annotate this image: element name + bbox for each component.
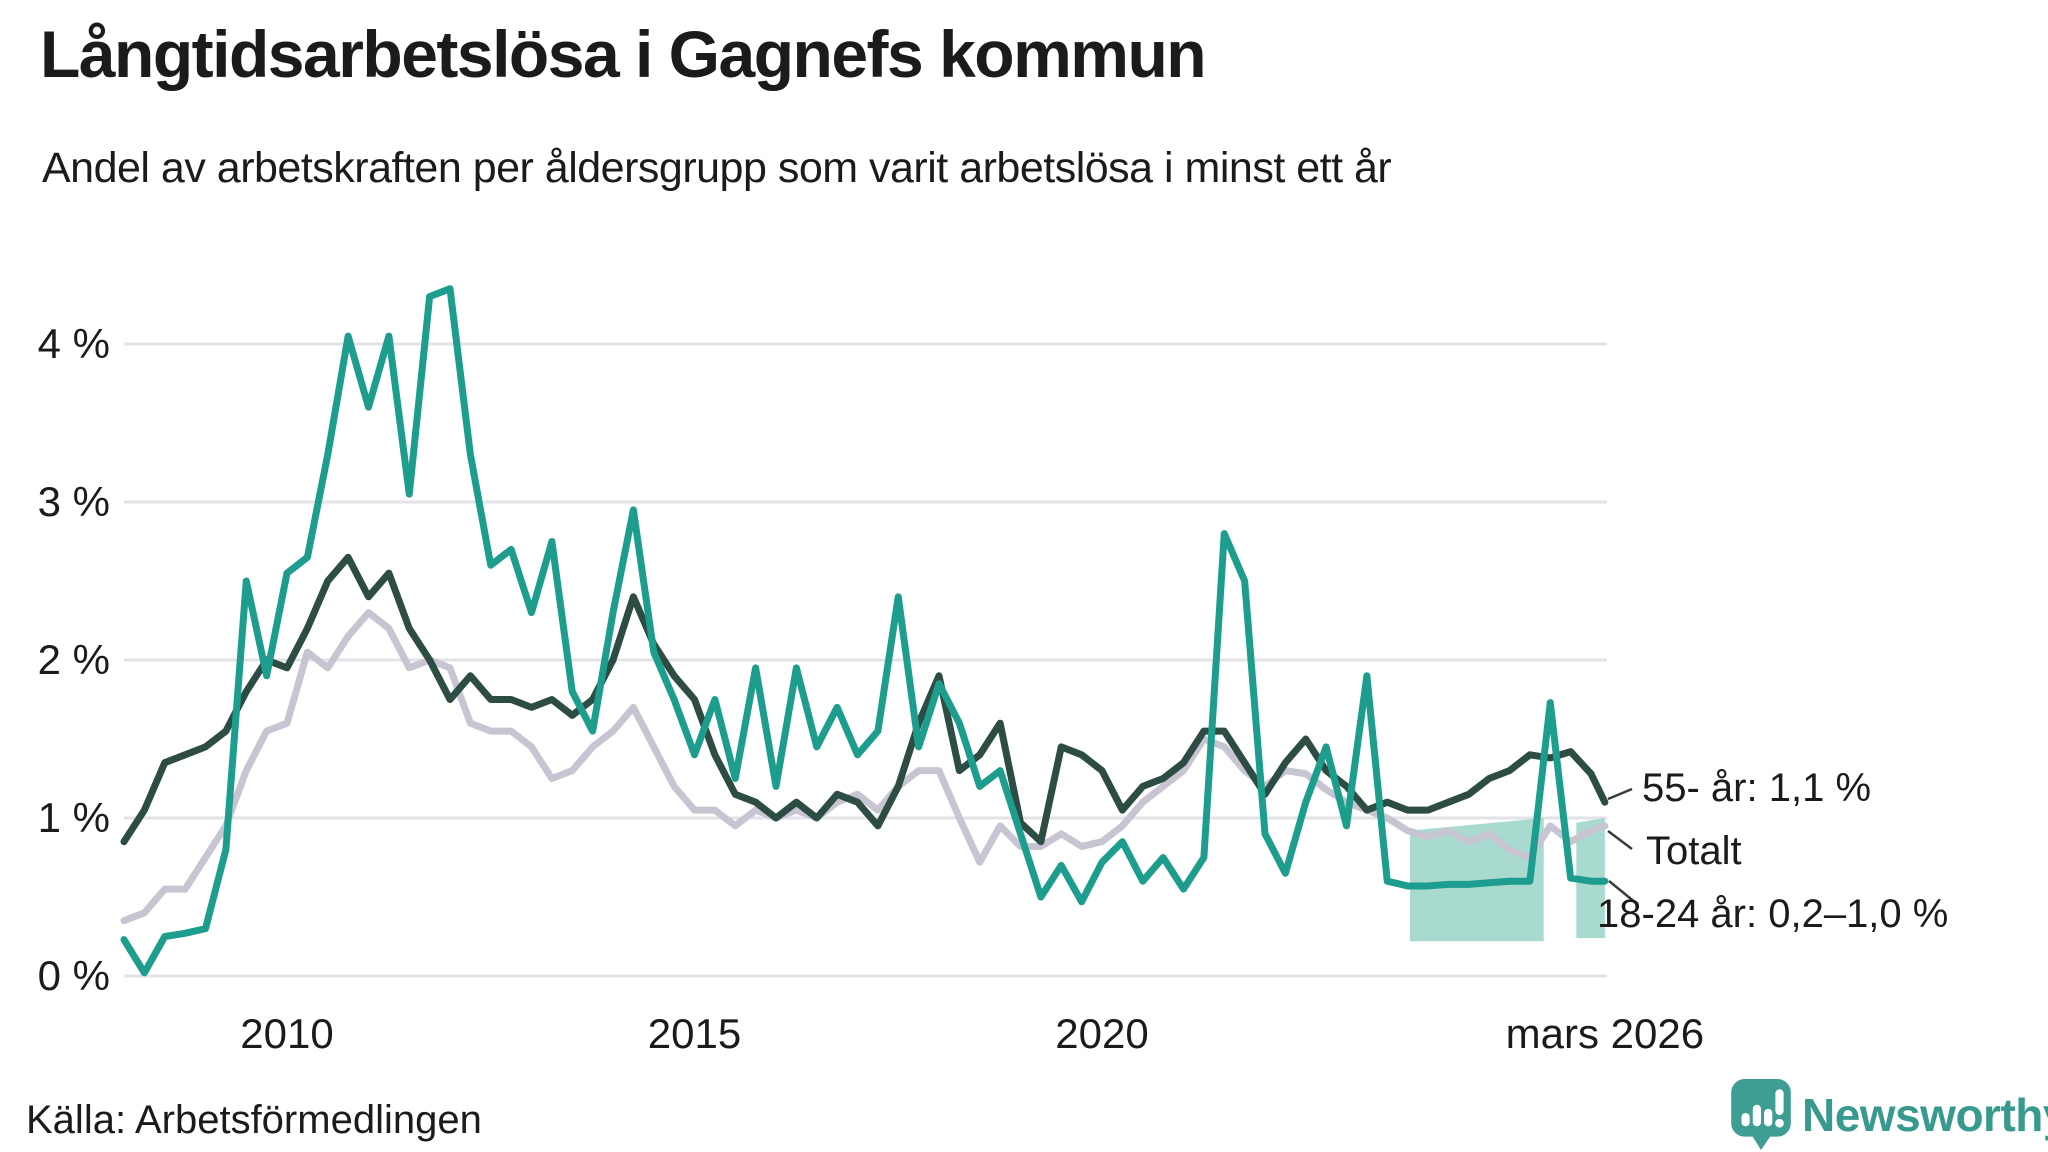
x-tick-label: 2015 bbox=[648, 1010, 741, 1057]
y-tick-label: 3 % bbox=[38, 478, 110, 525]
annotation-label: 55- år: 1,1 % bbox=[1642, 766, 1871, 810]
y-tick-label: 0 % bbox=[38, 952, 110, 999]
series-line-55-r bbox=[120, 553, 1609, 846]
annotation-leader bbox=[1608, 880, 1637, 904]
annotation-label: Totalt bbox=[1646, 829, 1742, 873]
series-annotations: 55- år: 1,1 % Totalt 18-24 år: 0,2–1,0 % bbox=[1597, 766, 1948, 936]
y-axis-tick-labels: 0 % 1 % 2 % 3 % 4 % bbox=[38, 320, 110, 999]
annotation-leader bbox=[1607, 787, 1633, 801]
x-tick-label: 2020 bbox=[1055, 1010, 1148, 1057]
series-lines bbox=[120, 285, 1609, 977]
annotation-leader bbox=[1607, 830, 1633, 850]
newsworthy-wordmark: Newsworthy bbox=[1802, 1089, 2048, 1141]
page-title: Långtidsarbetslösa i Gagnefs kommun bbox=[40, 17, 1207, 91]
x-axis-tick-labels: 2010 2015 2020 mars 2026 bbox=[240, 1010, 1704, 1057]
annotation-leader-lines bbox=[1607, 787, 1637, 904]
y-tick-label: 1 % bbox=[38, 794, 110, 841]
newsworthy-bubble-chart-icon bbox=[1731, 1079, 1791, 1150]
x-tick-label: 2010 bbox=[240, 1010, 333, 1057]
source-note: Källa: Arbetsförmedlingen bbox=[26, 1098, 482, 1142]
x-tick-label: mars 2026 bbox=[1506, 1010, 1704, 1057]
series-line-18-24-r bbox=[120, 285, 1609, 977]
annotation-label: 18-24 år: 0,2–1,0 % bbox=[1597, 892, 1948, 936]
page-subtitle: Andel av arbetskraften per åldersgrupp s… bbox=[42, 144, 1392, 192]
y-tick-label: 4 % bbox=[38, 320, 110, 367]
newsworthy-logo: Newsworthy bbox=[1730, 1078, 2048, 1152]
grid-lines bbox=[124, 342, 1607, 978]
y-tick-label: 2 % bbox=[38, 636, 110, 683]
